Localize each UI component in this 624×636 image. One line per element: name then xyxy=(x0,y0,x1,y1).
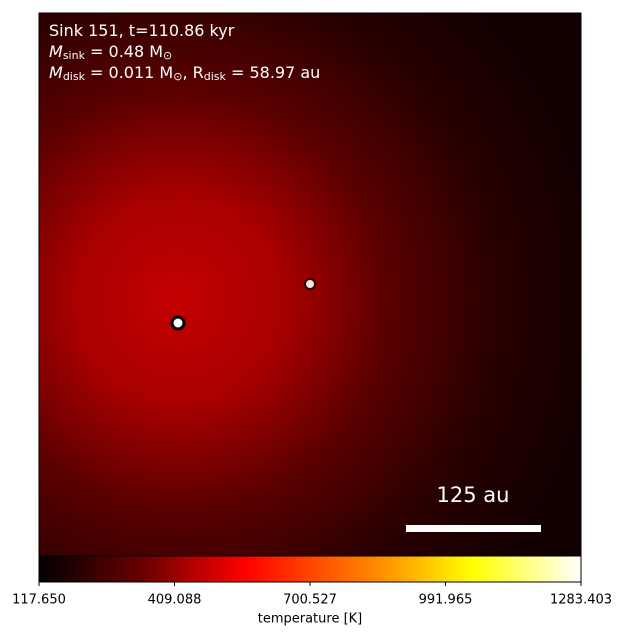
colorbar-label: temperature [K] xyxy=(258,612,363,627)
annotation-text: = 0.011 M xyxy=(85,63,173,82)
subscript: sink xyxy=(63,49,86,62)
colorbar xyxy=(38,555,582,583)
annotation-text: M xyxy=(49,42,63,61)
subscript: disk xyxy=(63,70,86,83)
colorbar-tick-label: 991.965 xyxy=(419,593,473,608)
sink-marker xyxy=(170,315,186,331)
annotation-text: = 58.97 au xyxy=(226,63,320,82)
annotation-line: Sink 151, t=110.86 kyr xyxy=(49,21,235,40)
subscript: disk xyxy=(204,70,227,83)
colorbar-tick-label: 117.650 xyxy=(12,593,66,608)
annotation-text: , R xyxy=(182,63,203,82)
subscript: ⊙ xyxy=(163,49,172,62)
colorbar-tick-label: 1283.403 xyxy=(550,593,612,608)
colorbar-ticks: 117.650 409.088 700.527 991.965 1283.403 xyxy=(12,582,612,608)
colorbar-tick-label: 700.527 xyxy=(283,593,337,608)
annotation-line: Mdisk = 0.011 M⊙, Rdisk = 58.97 au xyxy=(49,63,320,84)
sink-marker xyxy=(304,278,316,290)
subscript: ⊙ xyxy=(173,70,182,83)
colorbar-tick-label: 409.088 xyxy=(148,593,202,608)
annotation-line: Msink = 0.48 M⊙ xyxy=(49,42,172,63)
annotation-text: Sink 151, t=110.86 kyr xyxy=(49,21,235,40)
scale-bar xyxy=(406,525,541,532)
annotation-text: M xyxy=(49,63,63,82)
scale-bar-label: 125 au xyxy=(437,483,510,507)
annotation-text: = 0.48 M xyxy=(85,42,163,61)
